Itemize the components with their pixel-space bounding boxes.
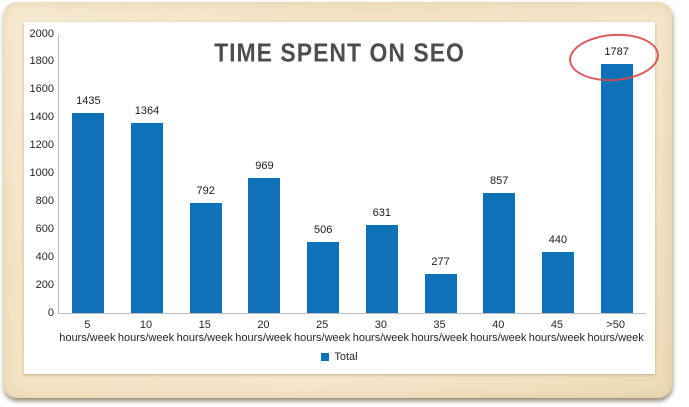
y-tick-label: 0 [47,306,54,319]
y-tick-label: 800 [35,194,54,207]
bar-value-label: 857 [490,175,509,188]
paper-background: TIME SPENT ON SEO 1435 1364 792 969 506 631 27… [3,2,672,398]
legend-label: Total [334,351,358,363]
y-tick-label: 1000 [29,167,54,179]
y-tick-label: 1600 [29,83,54,96]
y-tick-label: 200 [35,278,54,291]
bar [424,274,457,313]
bar-value-label: 792 [196,184,215,197]
bar [131,122,164,313]
bar [189,202,222,313]
bar-value-label: 1787 [604,45,629,58]
bar [600,63,633,313]
chart-panel: TIME SPENT ON SEO 1435 1364 792 969 506 631 27… [24,22,661,374]
bar [248,177,281,313]
plot-area: 1435 1364 792 969 506 631 277 857 440 1787 [58,34,646,314]
bar-value-label: 506 [313,224,333,237]
x-category-label: 30 hours/week [352,319,409,344]
bar-value-label: 969 [255,159,274,172]
bar-value-label: 440 [548,233,568,246]
bar [365,224,398,313]
y-tick-label: 2000 [29,27,54,40]
y-tick-label: 400 [35,250,54,263]
x-category-label: 45 hours/week [528,319,586,344]
x-category-label: 10 hours/week [117,319,175,344]
chart-title: TIME SPENT ON SEO [214,38,465,68]
x-category-label: 20 hours/week [235,319,292,344]
bar [72,112,105,313]
bar [541,251,574,313]
bar [483,193,516,313]
x-category-label: >50 hours/week [587,319,644,344]
x-category-label: 25 hours/week [294,319,351,344]
x-category-label: 40 hours/week [470,319,527,344]
y-tick-label: 600 [35,222,54,235]
x-category-label: 35 hours/week [411,319,468,344]
y-tick-label: 1200 [29,139,54,152]
y-tick-label: 1400 [29,111,54,124]
x-category-label: 15 hours/week [176,319,233,344]
bar-value-label: 277 [431,256,450,269]
x-category-label: 5 hours/week [59,319,116,344]
bar [307,242,340,313]
bar-value-label: 631 [372,206,392,219]
legend: Total [24,351,655,363]
bar-value-label: 1435 [76,94,101,107]
y-tick-label: 1800 [29,55,54,68]
bar-value-label: 1364 [134,104,160,117]
legend-swatch [321,353,330,361]
